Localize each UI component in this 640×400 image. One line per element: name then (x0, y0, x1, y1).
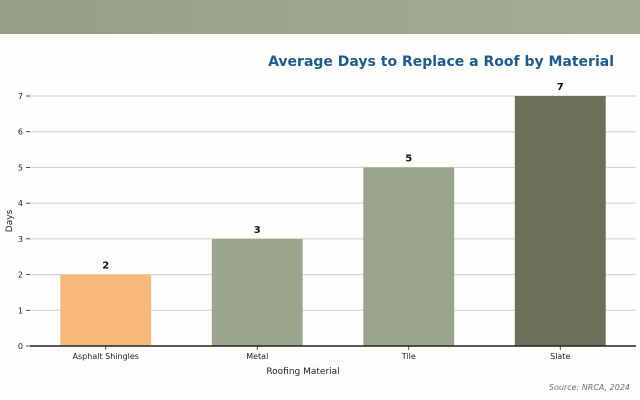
source-note: Source: NRCA, 2024 (548, 383, 630, 392)
value-labels: 2 3 5 7 (102, 82, 564, 272)
y-tick-label: 1 (18, 306, 23, 315)
y-tick-label: 3 (18, 235, 23, 244)
y-tick-label: 4 (18, 199, 23, 208)
y-tick-label: 2 (18, 271, 23, 280)
chart-title: Average Days to Replace a Roof by Materi… (268, 54, 614, 70)
header-band (0, 0, 640, 34)
bars (60, 96, 606, 346)
x-tick-label: Metal (246, 352, 268, 361)
bar-asphalt-shingles (60, 274, 152, 346)
x-tick-label: Slate (550, 352, 570, 361)
value-label: 2 (102, 261, 109, 272)
value-label: 5 (405, 153, 412, 164)
bar-slate (514, 96, 606, 346)
bar-metal (211, 238, 303, 346)
y-tick-label: 0 (18, 342, 23, 351)
y-axis-label: Days (5, 209, 15, 232)
y-tick-label: 5 (18, 163, 23, 172)
x-tick-label: Tile (401, 352, 416, 361)
value-label: 3 (254, 225, 261, 236)
y-tick-label: 6 (18, 128, 23, 137)
bar-tile (363, 167, 455, 346)
y-tick-label: 7 (18, 92, 23, 101)
value-label: 7 (557, 82, 564, 93)
tick-labels: 0 1 2 3 4 5 6 7 Asphalt Shingles Metal Tile Slate (18, 92, 571, 361)
x-axis-label: Roofing Material (266, 367, 339, 377)
x-tick-label: Asphalt Shingles (73, 352, 139, 361)
